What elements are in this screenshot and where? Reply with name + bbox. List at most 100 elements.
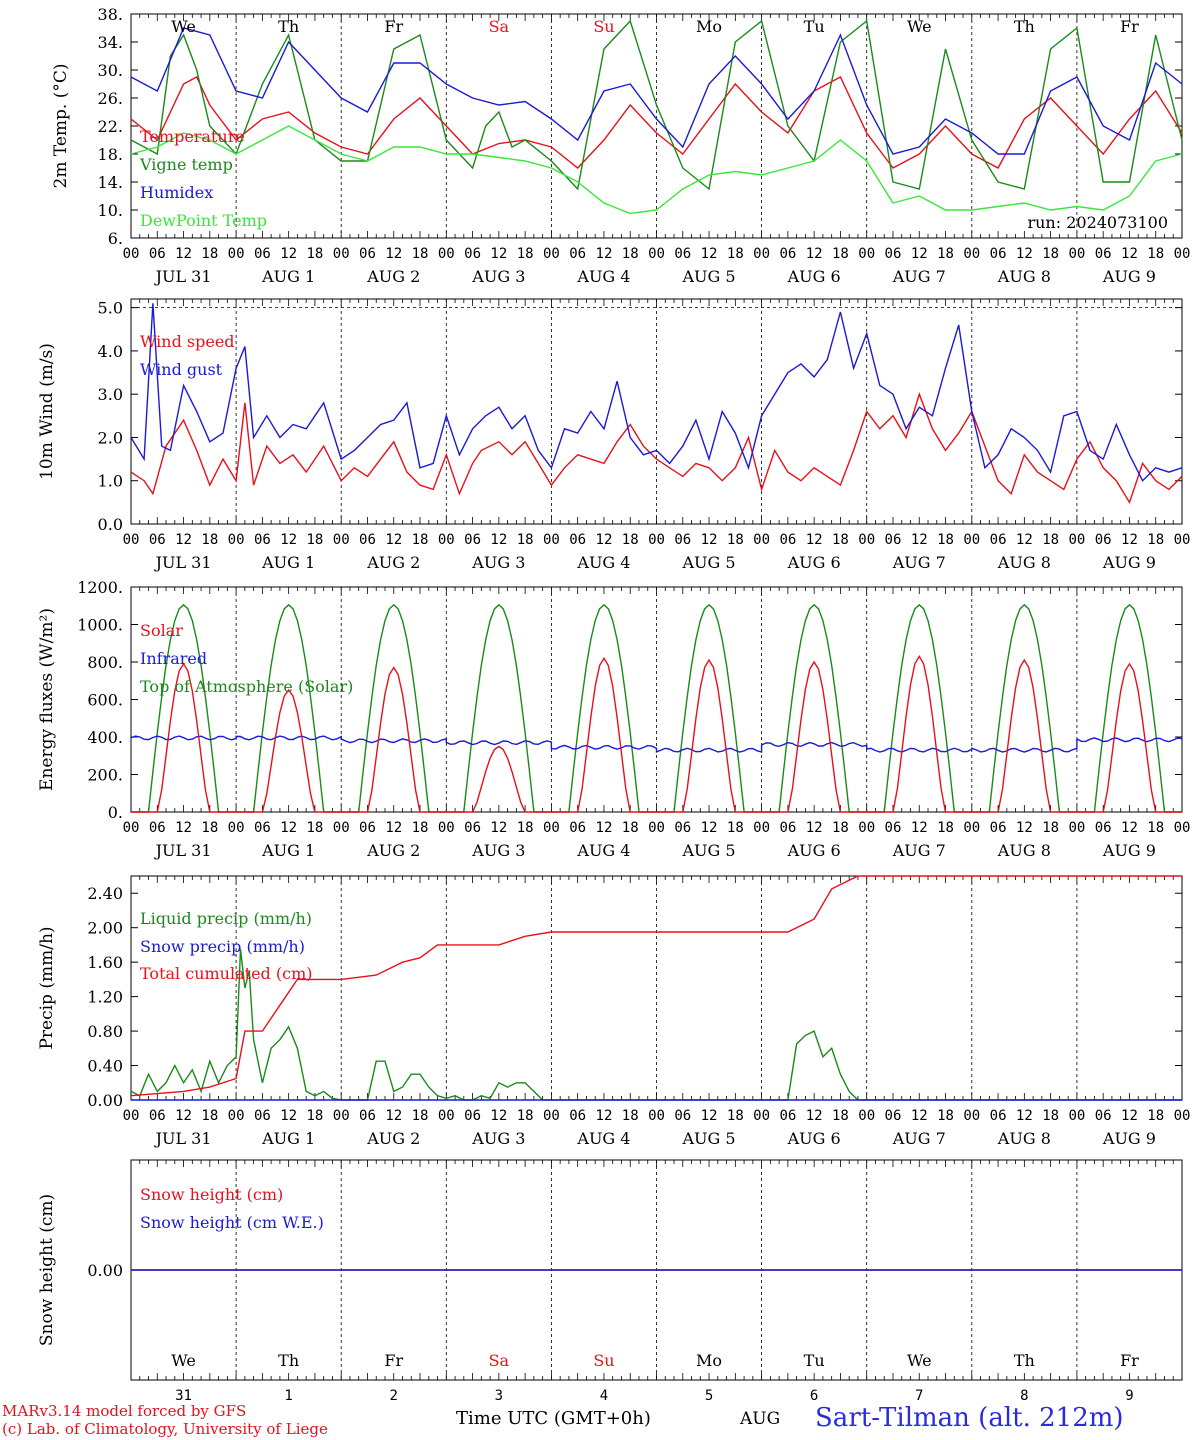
day-abbr: Fr	[384, 1351, 403, 1370]
hour-tick-label: 06	[1095, 246, 1112, 262]
date-label: AUG 7	[892, 1129, 946, 1148]
hour-tick-label: 18	[727, 246, 744, 262]
y-tick-label: 0.0	[98, 515, 123, 534]
legend-entry: Wind gust	[140, 360, 223, 379]
y-tick-label: 10.	[98, 201, 123, 220]
day-abbr: Sa	[489, 1351, 510, 1370]
y-tick-label: 14.	[98, 173, 123, 192]
legend-entry: Total cumulated (cm)	[140, 964, 312, 983]
hour-tick-label: 12	[596, 532, 613, 548]
hour-tick-label: 18	[622, 532, 639, 548]
hour-tick-label: 06	[1095, 532, 1112, 548]
credit-line-1: MARv3.14 model forced by GFS	[2, 1402, 246, 1420]
hour-tick-label: 12	[280, 820, 297, 836]
panel-5: 0.00 Snow height (cm) Snow height (cm) Snow…	[37, 1159, 1183, 1404]
hour-tick-label: 00	[123, 532, 140, 548]
legend-entry: DewPoint Temp	[140, 211, 267, 230]
y-tick-label: 30.	[98, 61, 123, 80]
y-tick-label: 26.	[98, 89, 123, 108]
hour-tick-label: 12	[490, 820, 507, 836]
date-label: AUG 5	[682, 841, 736, 860]
date-label: AUG 9	[1102, 553, 1156, 572]
hour-tick-label: 06	[569, 820, 586, 836]
date-label: AUG 5	[682, 1129, 736, 1148]
hour-tick-label: 12	[175, 532, 192, 548]
y-tick-label: 0.	[108, 803, 123, 822]
day-abbr: Tu	[804, 1351, 825, 1370]
hour-tick-label: 18	[832, 1108, 849, 1124]
hour-tick-label: 18	[727, 820, 744, 836]
hour-tick-label: 12	[1121, 532, 1138, 548]
month-label: AUG	[739, 1409, 780, 1429]
y-axis-label: Energy fluxes (W/m²)	[37, 608, 57, 791]
day-number: 6	[810, 1388, 818, 1404]
hour-tick-label: 00	[543, 246, 560, 262]
y-tick-label: 18.	[98, 145, 123, 164]
hour-tick-label: 00	[438, 1108, 455, 1124]
hour-tick-label: 00	[753, 1108, 770, 1124]
hour-tick-label: 00	[963, 820, 980, 836]
hour-tick-label: 06	[254, 532, 271, 548]
hour-tick-label: 00	[1068, 532, 1085, 548]
day-abbr: Th	[1014, 1351, 1035, 1370]
hour-tick-label: 18	[1042, 1108, 1059, 1124]
hour-tick-label: 12	[1121, 1108, 1138, 1124]
panel-2: 0.0 1.0 2.0 3.0 4.0 5.0 10m Wind (m/s) Wind spe…	[37, 298, 1190, 572]
hour-tick-label: 12	[701, 246, 718, 262]
date-label: JUL 31	[154, 267, 212, 286]
hour-tick-label: 18	[1042, 820, 1059, 836]
date-label: AUG 7	[892, 841, 946, 860]
hour-tick-label: 00	[1068, 246, 1085, 262]
hour-tick-label: 12	[280, 1108, 297, 1124]
hour-tick-label: 18	[517, 246, 534, 262]
hour-tick-label: 06	[149, 820, 166, 836]
hour-tick-label: 18	[937, 1108, 954, 1124]
hour-tick-label: 00	[858, 532, 875, 548]
hour-tick-label: 00	[858, 246, 875, 262]
legend-entry: Snow height (cm W.E.)	[140, 1213, 324, 1232]
hour-tick-label: 00	[648, 1108, 665, 1124]
hour-tick-label: 12	[911, 1108, 928, 1124]
hour-tick-label: 00	[543, 1108, 560, 1124]
hour-tick-label: 12	[490, 246, 507, 262]
hour-tick-label: 12	[1121, 246, 1138, 262]
series-line-cum	[130, 875, 1182, 1097]
hour-tick-label: 06	[885, 246, 902, 262]
legend-entry: Liquid precip (mm/h)	[140, 909, 312, 928]
run-annotation: run: 2024073100	[1027, 213, 1168, 232]
hour-tick-label: 12	[280, 532, 297, 548]
hour-tick-label: 00	[753, 532, 770, 548]
hour-tick-label: 06	[779, 1108, 796, 1124]
day-abbr: Su	[593, 1351, 614, 1370]
date-label: AUG 4	[576, 553, 630, 572]
date-label: AUG 3	[471, 841, 525, 860]
date-label: AUG 4	[576, 841, 630, 860]
date-label: AUG 2	[366, 1129, 420, 1148]
hour-tick-label: 18	[517, 1108, 534, 1124]
legend-entry: Vigne temp	[139, 155, 233, 174]
day-abbr: Tu	[804, 17, 825, 36]
hour-tick-label: 12	[280, 246, 297, 262]
legend-entry: Snow height (cm)	[140, 1185, 283, 1204]
hour-tick-label: 12	[806, 1108, 823, 1124]
hour-tick-label: 06	[464, 820, 481, 836]
day-abbr: Mo	[696, 1351, 722, 1370]
date-label: AUG 9	[1102, 267, 1156, 286]
hour-tick-label: 06	[569, 532, 586, 548]
legend-entry: Top of Atmosphere (Solar)	[140, 677, 353, 696]
date-label: AUG 4	[576, 1129, 630, 1148]
hour-tick-label: 06	[254, 1108, 271, 1124]
day-number: 3	[495, 1388, 503, 1404]
hour-tick-label: 06	[149, 1108, 166, 1124]
hour-tick-label: 00	[648, 246, 665, 262]
hour-tick-label: 12	[1121, 820, 1138, 836]
day-abbr: Sa	[489, 17, 510, 36]
day-number: 8	[1020, 1388, 1028, 1404]
hour-tick-label: 06	[359, 532, 376, 548]
hour-tick-label: 06	[359, 246, 376, 262]
day-number: 31	[175, 1388, 192, 1404]
y-axis-label: Snow height (cm)	[37, 1194, 57, 1346]
hour-tick-label: 18	[622, 1108, 639, 1124]
hour-tick-label: 06	[990, 820, 1007, 836]
day-number: 4	[600, 1388, 608, 1404]
